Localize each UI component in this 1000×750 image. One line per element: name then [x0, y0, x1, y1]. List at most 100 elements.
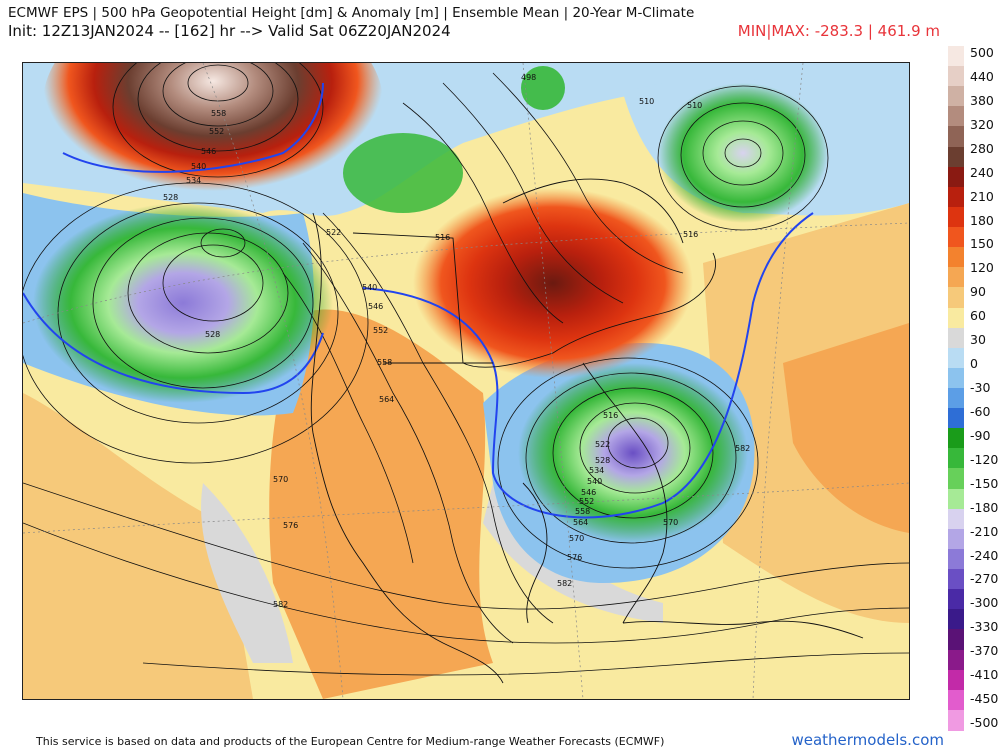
colorbar-swatch [948, 126, 964, 148]
contour-label: 552 [373, 326, 388, 335]
colorbar-label: -120 [970, 451, 999, 467]
colorbar-label: -150 [970, 475, 999, 491]
colorbar-swatch [948, 428, 964, 449]
colorbar-swatch [948, 86, 964, 107]
colorbar-label: -330 [970, 619, 999, 635]
colorbar-label: -180 [970, 499, 999, 515]
colorbar-swatch [948, 106, 964, 128]
colorbar-swatch [948, 227, 964, 248]
colorbar-swatch [948, 388, 964, 409]
colorbar-label: -300 [970, 595, 999, 611]
contour-label: 576 [567, 553, 582, 562]
colorbar-swatch [948, 629, 964, 651]
colorbar-swatch [948, 488, 964, 510]
colorbar-label: -500 [970, 715, 999, 730]
contour-label: 546 [581, 488, 596, 497]
contour-label: 564 [573, 518, 588, 527]
chart-title: ECMWF EPS | 500 hPa Geopotential Height … [8, 5, 695, 21]
colorbar-swatch [948, 166, 964, 188]
contour-label: 540 [191, 162, 206, 171]
colorbar-label: 320 [970, 116, 994, 132]
colorbar-swatch [948, 569, 964, 590]
contour-label: 534 [186, 176, 201, 185]
contour-label: 570 [273, 475, 288, 484]
colorbar-swatch [948, 448, 964, 470]
coastlines [310, 178, 864, 684]
contour-540-highlight [23, 82, 814, 519]
contour-label: 540 [362, 283, 377, 292]
contour-label: 528 [205, 330, 220, 339]
colorbar-label: 440 [970, 68, 994, 84]
colorbar-label: -450 [970, 691, 999, 707]
min-max-readout: MIN|MAX: -283.3 | 461.9 m [737, 22, 940, 40]
init-valid-time: Init: 12Z13JAN2024 -- [162] hr --> Valid… [8, 22, 451, 40]
contour-label: 570 [569, 534, 584, 543]
contour-label: 558 [211, 109, 226, 118]
colorbar-label: 30 [970, 332, 986, 348]
contour-label: 582 [735, 444, 750, 453]
colorbar-swatch [948, 649, 964, 671]
colorbar-swatch [948, 528, 964, 550]
colorbar-swatch [948, 46, 964, 67]
colorbar-swatch [948, 508, 964, 530]
contour-labels: 558 552 546 540 534 528 522 516 510 498 … [163, 73, 750, 609]
contour-label: 540 [587, 477, 602, 486]
map-svg: 558 552 546 540 534 528 522 516 510 498 … [23, 63, 909, 699]
contour-label: 552 [579, 497, 594, 506]
colorbar-swatch [948, 66, 964, 87]
colorbar-swatch [948, 669, 964, 691]
colorbar-label: 380 [970, 92, 994, 108]
colorbar-swatch [948, 408, 964, 429]
colorbar-label: 240 [970, 164, 994, 180]
contour-label: 510 [687, 101, 702, 110]
contour-label: 510 [639, 97, 654, 106]
colorbar-label: -410 [970, 667, 999, 683]
contour-label: 546 [201, 147, 216, 156]
contour-label: 546 [368, 302, 383, 311]
height-contours [23, 63, 909, 676]
colorbar-label: -210 [970, 523, 999, 539]
colorbar-label: -90 [970, 427, 991, 443]
contour-label: 582 [273, 600, 288, 609]
contour-label: 516 [435, 233, 450, 242]
colorbar-label: -30 [970, 380, 991, 395]
colorbar-swatch [948, 367, 964, 389]
colorbar-swatch [948, 689, 964, 711]
graticule [23, 63, 909, 699]
colorbar-label: 60 [970, 308, 986, 324]
colorbar-swatch [948, 609, 964, 630]
colorbar-swatch [948, 327, 964, 349]
colorbar [948, 46, 964, 731]
colorbar-swatch [948, 206, 964, 228]
forecast-map: 558 552 546 540 534 528 522 516 510 498 … [22, 62, 910, 700]
colorbar-swatch [948, 589, 964, 610]
colorbar-label: -270 [970, 571, 999, 587]
colorbar-swatch [948, 267, 964, 288]
contour-label: 558 [575, 507, 590, 516]
colorbar-label: 280 [970, 140, 994, 156]
contour-label: 528 [163, 193, 178, 202]
site-link[interactable]: weathermodels.com [791, 731, 944, 749]
colorbar-swatch [948, 468, 964, 490]
colorbar-swatch [948, 247, 964, 268]
contour-label: 516 [683, 230, 698, 239]
contour-label: 582 [557, 579, 572, 588]
contour-label: 522 [595, 440, 610, 449]
contour-label: 552 [209, 127, 224, 136]
colorbar-label: 500 [970, 45, 994, 60]
colorbar-label: -60 [970, 403, 991, 419]
contour-label: 522 [326, 228, 341, 237]
colorbar-swatch [948, 709, 964, 731]
colorbar-swatch [948, 287, 964, 309]
colorbar-label: -240 [970, 547, 999, 563]
footer-credit: This service is based on data and produc… [36, 735, 665, 748]
colorbar-swatch [948, 307, 964, 329]
colorbar-label: 90 [970, 284, 986, 300]
colorbar-swatch [948, 146, 964, 168]
contour-label: 498 [521, 73, 536, 82]
colorbar-swatch [948, 347, 964, 369]
contour-label: 564 [379, 395, 394, 404]
colorbar-label: 120 [970, 260, 994, 276]
colorbar-label: 180 [970, 212, 994, 228]
contour-label: 570 [663, 518, 678, 527]
